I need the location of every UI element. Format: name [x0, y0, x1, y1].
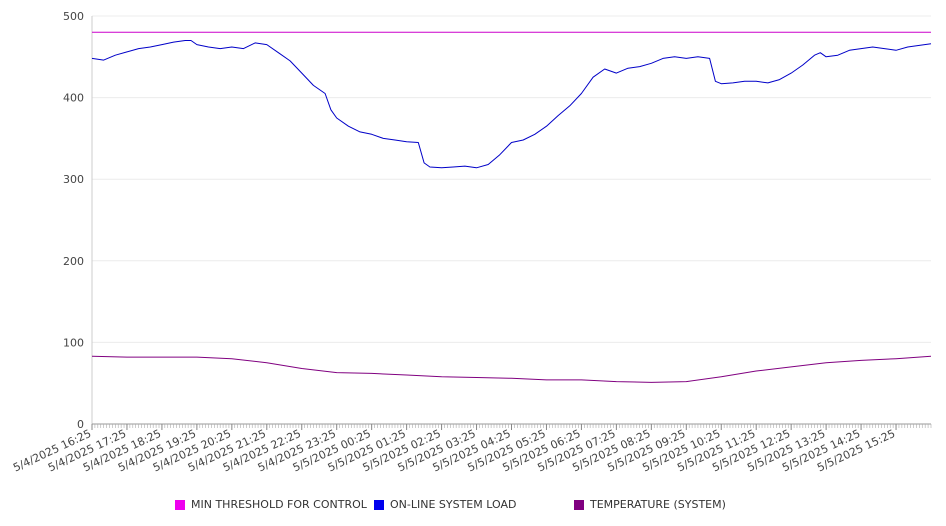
- y-tick-label: 400: [63, 92, 84, 105]
- y-tick-label: 100: [63, 336, 84, 349]
- y-tick-label: 200: [63, 255, 84, 268]
- legend-item-temperature[interactable]: TEMPERATURE (SYSTEM): [574, 498, 726, 511]
- legend-item-min-threshold[interactable]: MIN THRESHOLD FOR CONTROL: [175, 498, 367, 511]
- y-axis-ticks: 0 100 200 300 400 500: [63, 10, 84, 431]
- legend-swatch-system-load: [374, 499, 384, 510]
- legend-label-min-threshold: MIN THRESHOLD FOR CONTROL: [191, 498, 367, 511]
- legend-label-system-load: ON-LINE SYSTEM LOAD: [390, 498, 517, 511]
- series-line-system-load: [91, 40, 932, 169]
- gridlines: [92, 15, 931, 343]
- x-axis-ticks: 5/4/2025 16:255/4/2025 17:255/4/2025 18:…: [11, 424, 932, 474]
- y-tick-label: 300: [63, 173, 84, 186]
- series-lines: [91, 31, 932, 383]
- y-tick-label: 500: [63, 10, 84, 23]
- legend-label-temperature: TEMPERATURE (SYSTEM): [590, 498, 726, 511]
- axes: [91, 16, 931, 425]
- series-line-temperature: [91, 355, 932, 383]
- legend-item-system-load[interactable]: ON-LINE SYSTEM LOAD: [374, 498, 516, 511]
- legend-swatch-temperature: [574, 499, 584, 510]
- legend: MIN THRESHOLD FOR CONTROL ON-LINE SYSTEM…: [0, 498, 946, 514]
- y-tick-label: 0: [77, 418, 84, 431]
- legend-swatch-min-threshold: [175, 499, 185, 510]
